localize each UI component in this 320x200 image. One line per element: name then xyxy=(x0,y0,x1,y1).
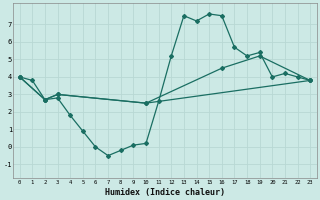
X-axis label: Humidex (Indice chaleur): Humidex (Indice chaleur) xyxy=(105,188,225,197)
